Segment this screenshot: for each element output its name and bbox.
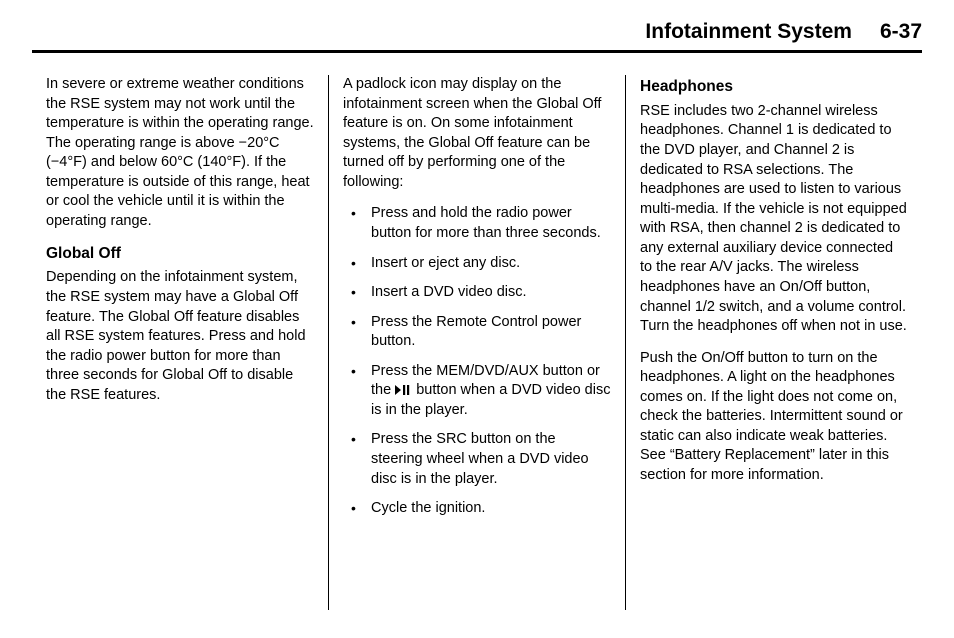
column-1: In severe or extreme weather conditions … [32,75,328,610]
global-off-list: Press and hold the radio power button fo… [343,204,611,518]
page-number: 6-37 [880,20,922,44]
column-2: A padlock icon may display on the infota… [328,75,625,610]
list-item: Press the SRC button on the steering whe… [349,430,611,489]
list-item: Press the Remote Control power button. [349,313,611,352]
headphones-paragraph-1: RSE includes two 2-channel wireless head… [640,102,908,337]
global-off-paragraph: Depending on the infotainment system, th… [46,268,314,405]
heading-global-off: Global Off [46,244,314,265]
list-item: Insert or eject any disc. [349,254,611,274]
play-pause-icon [395,384,412,396]
list-item: Press the MEM/DVD/AUX button or the butt… [349,362,611,421]
list-item: Insert a DVD video disc. [349,283,611,303]
section-title: Infotainment System [645,20,852,44]
column-3: Headphones RSE includes two 2-channel wi… [625,75,922,610]
list-item: Press and hold the radio power button fo… [349,204,611,243]
heading-headphones: Headphones [640,77,908,98]
content-columns: In severe or extreme weather conditions … [32,75,922,610]
padlock-paragraph: A padlock icon may display on the infota… [343,75,611,192]
list-item: Cycle the ignition. [349,499,611,519]
headphones-paragraph-2: Push the On/Off button to turn on the he… [640,349,908,486]
page-header: Infotainment System 6-37 [32,20,922,53]
weather-paragraph: In severe or extreme weather conditions … [46,75,314,232]
